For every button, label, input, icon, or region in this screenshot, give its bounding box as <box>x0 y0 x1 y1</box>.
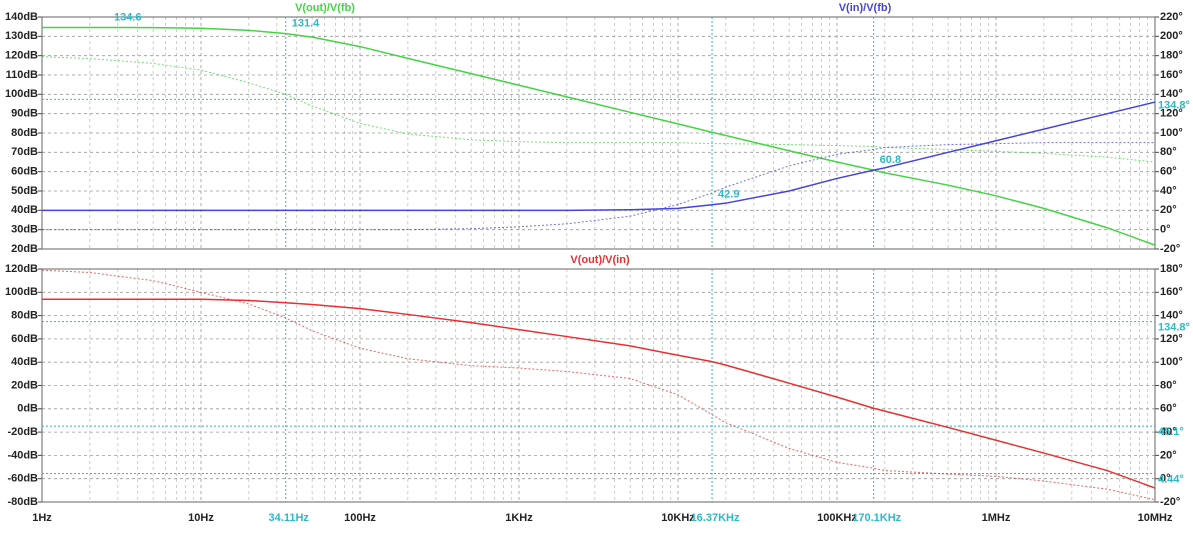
x-tick-label: 10KHz <box>661 512 695 524</box>
y-tick-label: 120dB <box>5 50 38 62</box>
y-tick-label: -60dB <box>7 473 38 485</box>
y2-tick-label: 0° <box>1160 224 1171 236</box>
y2-tick-label: 140° <box>1160 310 1183 322</box>
phase-cursor-label: 134.8° <box>1158 99 1190 111</box>
y2-tick-label: 80° <box>1160 146 1177 158</box>
magnitude-line <box>42 26 1156 246</box>
phase-cursor-label: 45.1° <box>1158 426 1184 438</box>
cursor-label: 16.37KHz <box>691 512 740 524</box>
annotation: 131.4 <box>292 18 320 30</box>
y2-tick-label: 20° <box>1160 204 1177 216</box>
annotation: 42.9 <box>718 189 739 201</box>
y2-tick-label: 140° <box>1160 88 1183 100</box>
series-title: V(out)/V(in) <box>570 254 630 266</box>
y2-tick-label: 80° <box>1160 379 1177 391</box>
y2-tick-label: -20° <box>1160 496 1180 508</box>
y-tick-label: 120dB <box>5 263 38 275</box>
y-tick-label: 130dB <box>5 30 38 42</box>
y2-tick-label: 100° <box>1160 356 1183 368</box>
y-tick-label: 20dB <box>11 243 38 255</box>
y-tick-label: 70dB <box>11 146 38 158</box>
y-tick-label: 40dB <box>11 204 38 216</box>
y2-tick-label: 0° <box>1160 473 1171 485</box>
y2-tick-label: 180° <box>1160 50 1183 62</box>
phase-cursor-label: 134.8° <box>1158 322 1190 334</box>
y2-tick-label: 200° <box>1160 30 1183 42</box>
y-tick-label: -20dB <box>7 426 38 438</box>
y2-tick-label: 40° <box>1160 426 1177 438</box>
y-tick-label: 0dB <box>17 403 38 415</box>
phase-line <box>42 142 1155 231</box>
y2-tick-label: 60° <box>1160 166 1177 178</box>
phase-line <box>41 56 1156 163</box>
y2-tick-label: 180° <box>1160 263 1183 275</box>
x-tick-label: 100Hz <box>344 512 376 524</box>
y2-tick-label: 60° <box>1160 403 1177 415</box>
series-title: V(in)/V(fb) <box>839 2 892 14</box>
y-tick-label: 80dB <box>11 310 38 322</box>
y2-tick-label: 20° <box>1160 449 1177 461</box>
y-tick-label: -80dB <box>7 496 38 508</box>
y-tick-label: 40dB <box>11 356 38 368</box>
cursor-label: 170.1KHz <box>852 512 901 524</box>
x-tick-label: 10Hz <box>188 512 214 524</box>
y-tick-label: 140dB <box>5 11 38 23</box>
cursor-label: 34.11Hz <box>269 512 310 524</box>
annotation: 60.8 <box>880 154 901 166</box>
y-tick-label: 60dB <box>11 333 38 345</box>
magnitude-line <box>42 298 1156 489</box>
plot-frame <box>41 16 1156 250</box>
phase-cursor-label: 4.44° <box>1158 473 1184 485</box>
x-tick-label: 1MHz <box>982 512 1011 524</box>
y-tick-label: 20dB <box>11 379 38 391</box>
y2-tick-label: 160° <box>1160 286 1183 298</box>
y-tick-label: 100dB <box>5 286 38 298</box>
y-tick-label: 30dB <box>11 224 38 236</box>
y2-tick-label: 120° <box>1160 108 1183 120</box>
y-tick-label: 90dB <box>11 108 38 120</box>
x-tick-label: 1KHz <box>505 512 533 524</box>
y-tick-label: -40dB <box>7 449 38 461</box>
y2-tick-label: 120° <box>1160 333 1183 345</box>
x-tick-label: 10MHz <box>1138 512 1173 524</box>
magnitude-line <box>42 101 1156 212</box>
y-tick-label: 50dB <box>11 185 38 197</box>
y2-tick-label: 220° <box>1160 11 1183 23</box>
plot-frame <box>41 268 1156 503</box>
annotation: 134.6 <box>114 11 142 23</box>
series-title: V(out)/V(fb) <box>295 2 355 14</box>
x-tick-label: 100KHz <box>817 512 857 524</box>
y2-tick-label: 100° <box>1160 127 1183 139</box>
y2-tick-label: 40° <box>1160 185 1177 197</box>
x-tick-label: 1Hz <box>32 512 52 524</box>
y2-tick-label: 160° <box>1160 69 1183 81</box>
y-tick-label: 60dB <box>11 166 38 178</box>
y-tick-label: 80dB <box>11 127 38 139</box>
y-tick-label: 100dB <box>5 88 38 100</box>
y2-tick-label: -20° <box>1160 243 1180 255</box>
y-tick-label: 110dB <box>6 69 38 81</box>
